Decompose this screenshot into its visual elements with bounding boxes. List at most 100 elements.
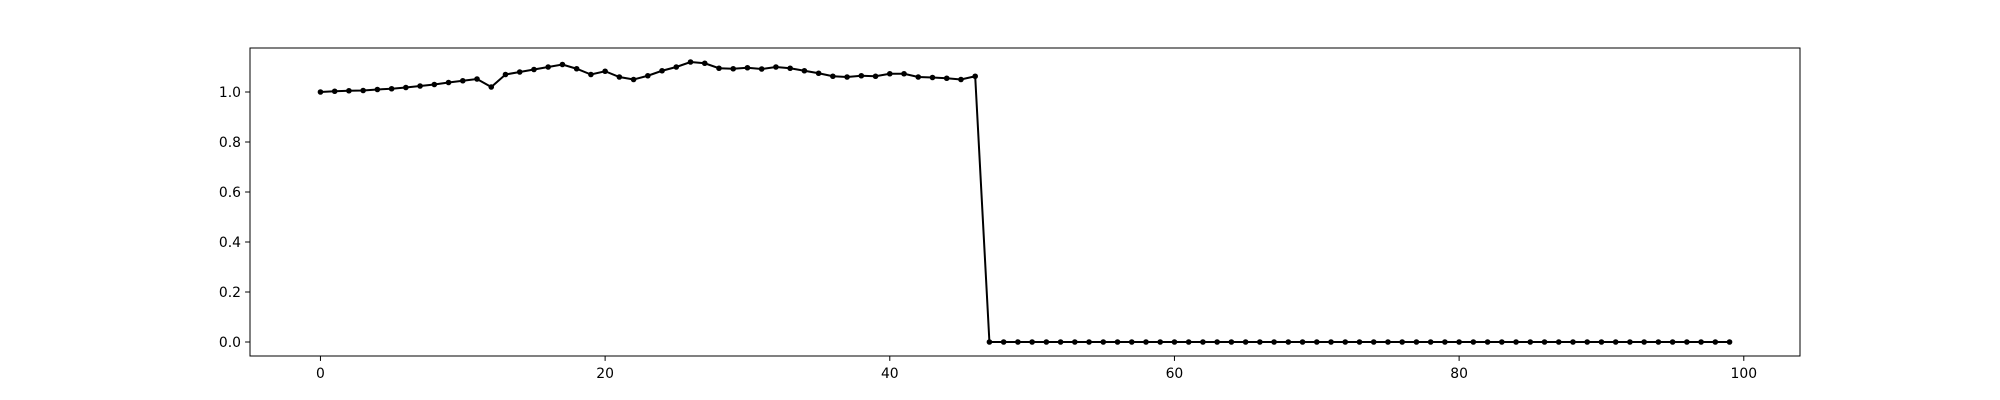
data-point — [1399, 339, 1405, 345]
y-tick-label: 0.4 — [219, 235, 241, 251]
data-point — [573, 65, 580, 72]
data-point — [1513, 339, 1519, 345]
data-point — [1356, 339, 1363, 345]
data-point — [1057, 339, 1064, 345]
data-point — [1299, 339, 1306, 345]
data-point — [943, 75, 950, 82]
data-point — [459, 77, 466, 84]
x-tick-label: 20 — [596, 366, 614, 382]
data-point — [502, 71, 509, 78]
data-point — [1228, 339, 1235, 345]
x-tick-label: 100 — [1731, 366, 1758, 382]
data-point — [915, 74, 922, 80]
data-point — [1385, 339, 1391, 345]
data-point — [1612, 339, 1619, 345]
x-tick-label: 60 — [1166, 366, 1184, 382]
y-tick-label: 0.6 — [219, 185, 241, 201]
axes-frame — [249, 47, 1801, 357]
data-point — [1370, 339, 1377, 345]
data-point — [474, 76, 480, 82]
data-point — [1328, 339, 1334, 345]
data-line — [320, 60, 1730, 343]
data-point — [886, 70, 893, 77]
data-point — [1029, 339, 1035, 345]
data-point — [1698, 339, 1704, 345]
data-point — [1285, 339, 1292, 345]
data-point — [1342, 339, 1349, 345]
data-point — [787, 65, 793, 72]
data-point — [1627, 339, 1633, 345]
data-point — [403, 84, 409, 91]
data-point — [559, 61, 566, 68]
data-point — [1000, 339, 1007, 345]
data-point — [545, 64, 551, 70]
data-point — [1442, 339, 1448, 345]
data-point — [986, 339, 993, 345]
data-point — [1470, 339, 1477, 345]
data-point — [1726, 339, 1733, 345]
data-point — [602, 68, 608, 75]
data-point — [1541, 339, 1548, 345]
y-tick-label: 0.2 — [219, 285, 241, 301]
data-point — [1684, 339, 1690, 345]
data-point — [1200, 339, 1206, 345]
data-point — [1214, 339, 1220, 345]
y-tick-label: 0.0 — [219, 335, 241, 351]
data-point — [346, 87, 352, 94]
data-point — [1114, 339, 1121, 345]
data-point — [531, 66, 537, 73]
data-point — [1499, 339, 1505, 345]
data-point — [1313, 339, 1320, 345]
data-point — [1555, 339, 1562, 345]
data-point — [1143, 339, 1149, 345]
data-point — [1086, 339, 1092, 345]
data-point — [588, 71, 594, 78]
data-point — [1584, 339, 1591, 345]
data-point — [758, 66, 765, 72]
data-point — [417, 83, 423, 89]
data-point — [1655, 339, 1662, 345]
data-point — [744, 64, 751, 71]
data-point — [445, 79, 452, 86]
data-point — [659, 67, 665, 74]
data-point — [1570, 339, 1576, 345]
data-point — [872, 73, 879, 80]
data-point — [374, 86, 381, 93]
data-point — [1456, 339, 1462, 345]
data-point — [645, 72, 651, 79]
data-point — [1712, 339, 1719, 345]
data-point — [1527, 339, 1534, 345]
data-point — [1015, 339, 1021, 345]
data-point — [616, 74, 623, 80]
data-point — [716, 65, 722, 72]
data-point — [360, 87, 366, 94]
data-point — [1128, 339, 1135, 345]
data-point — [516, 69, 523, 75]
data-point — [844, 74, 850, 80]
data-point — [929, 74, 936, 81]
data-point — [858, 72, 865, 79]
data-point — [1242, 339, 1249, 345]
data-point — [701, 60, 708, 67]
data-point — [1641, 339, 1647, 345]
data-point — [673, 64, 680, 70]
y-tick-label: 1.0 — [219, 85, 241, 101]
x-tick-label: 80 — [1450, 366, 1468, 382]
data-point — [1598, 339, 1605, 345]
data-point — [1427, 339, 1434, 345]
data-point — [1157, 339, 1164, 345]
data-point — [1171, 339, 1178, 345]
data-point — [958, 76, 964, 83]
data-point — [1100, 339, 1107, 345]
data-point — [431, 81, 438, 88]
data-point — [488, 84, 495, 90]
data-point — [1185, 339, 1192, 345]
data-point — [815, 70, 822, 77]
data-point — [630, 76, 637, 83]
data-point — [388, 85, 395, 92]
data-point — [331, 88, 338, 95]
data-point — [317, 89, 324, 95]
data-point — [1257, 339, 1263, 345]
